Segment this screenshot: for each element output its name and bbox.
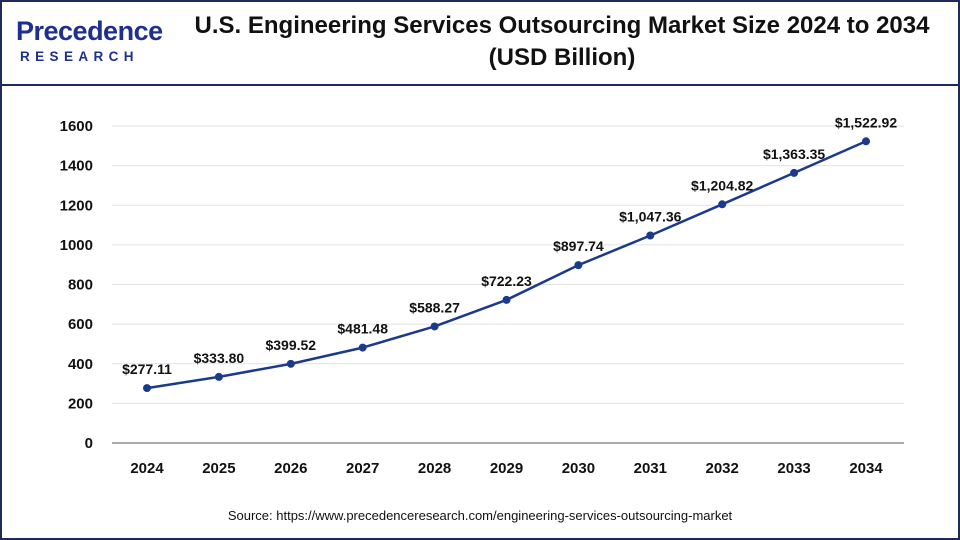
data-labels: $277.11 $333.80 $399.52 $481.48 $588.27 $722.… (122, 114, 897, 377)
data-label: $897.74 (553, 238, 604, 254)
y-tick-label: 1000 (60, 237, 93, 254)
y-tick-label: 400 (68, 356, 93, 373)
y-tick-label: 600 (68, 316, 93, 333)
x-tick-label: 2024 (130, 460, 164, 477)
data-points (143, 137, 870, 393)
data-label: $1,204.82 (691, 177, 753, 193)
data-label: $277.11 (122, 361, 172, 377)
brand-subtitle: RESEARCH (20, 49, 139, 64)
series-line (146, 140, 867, 390)
data-label: $481.48 (337, 321, 388, 337)
x-tick-label: 2031 (634, 460, 667, 477)
data-label: $1,047.36 (619, 208, 681, 224)
source-note: Source: https://www.precedenceresearch.c… (227, 508, 733, 523)
x-tick-label: 2034 (849, 460, 883, 477)
chart-title-line2: (USD Billion) (488, 44, 636, 71)
x-tick-label: 2025 (202, 460, 235, 477)
x-tick-labels: 2024 2025 2026 2027 2028 2029 2030 2031 2032 2033… (130, 460, 883, 477)
y-tick-labels: 0 200 400 600 800 1000 1200 1400 1600 (60, 118, 93, 452)
data-label: $1,363.35 (763, 146, 825, 162)
data-point (214, 372, 223, 381)
data-point (790, 168, 799, 177)
data-label: $722.23 (481, 273, 532, 289)
data-point (358, 343, 367, 352)
y-tick-label: 1600 (60, 118, 93, 135)
x-tick-label: 2030 (562, 460, 595, 477)
data-point (646, 231, 655, 240)
x-tick-label: 2027 (346, 460, 379, 477)
data-label: $1,522.92 (835, 114, 897, 130)
chart-title-line1: U.S. Engineering Services Outsourcing Ma… (194, 12, 930, 39)
x-tick-label: 2029 (490, 460, 523, 477)
data-point (143, 384, 151, 393)
data-point (574, 261, 583, 270)
data-label: $588.27 (409, 299, 460, 315)
brand-name: Precedence (16, 16, 163, 46)
series-line-layer (146, 140, 867, 390)
header: Precedence RESEARCH U.S. Engineering Ser… (2, 2, 958, 86)
y-tick-label: 1200 (60, 197, 93, 214)
x-tick-label: 2028 (418, 460, 451, 477)
data-point (502, 295, 511, 304)
chart-title: U.S. Engineering Services Outsourcing Ma… (172, 10, 952, 74)
y-tick-label: 200 (68, 395, 93, 412)
data-label: $333.80 (194, 350, 245, 366)
x-tick-label: 2033 (777, 460, 810, 477)
y-tick-label: 0 (85, 435, 93, 452)
x-tick-label: 2032 (706, 460, 739, 477)
data-label: $399.52 (265, 337, 316, 353)
grid-lines (112, 125, 904, 404)
data-point (862, 137, 870, 146)
brand-logo: Precedence RESEARCH (16, 16, 166, 66)
y-tick-label: 1400 (60, 158, 93, 175)
data-point (718, 200, 727, 209)
data-point (430, 322, 439, 331)
y-tick-label: 800 (68, 277, 93, 294)
data-point (286, 359, 295, 368)
x-tick-label: 2026 (274, 460, 307, 477)
